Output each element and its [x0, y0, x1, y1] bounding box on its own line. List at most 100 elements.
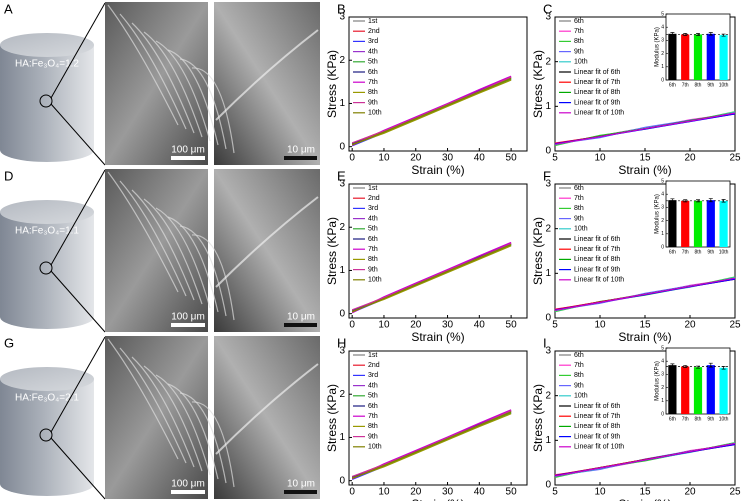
bar: [693, 367, 703, 414]
legend-label: Linear fit of 9th: [574, 266, 620, 273]
legend-label: 5th: [368, 226, 378, 233]
x-tick-label: 5: [552, 487, 558, 498]
x-tick-label: 30: [442, 153, 454, 164]
y-tick-label: 3: [661, 372, 664, 378]
y-tick-label: 0: [661, 244, 664, 250]
panel-label: B: [337, 1, 346, 16]
fiber: [143, 31, 203, 138]
zoom-line: [50, 2, 106, 99]
fiber: [155, 207, 211, 309]
series-line: [351, 411, 512, 480]
legend-label: 3rd: [368, 372, 378, 379]
legend-label: 1st: [368, 18, 377, 25]
y-tick-label: 3: [339, 12, 345, 23]
x-tick-label: 20: [410, 487, 422, 498]
x-tick-label: 0: [349, 320, 355, 331]
x-tick-label: 9th: [707, 82, 714, 88]
cylinder-body: [0, 212, 94, 329]
x-tick-label: 6th: [669, 416, 676, 422]
y-tick-label: 3: [545, 179, 551, 190]
y-tick-label: 0: [339, 475, 345, 486]
series-line: [554, 442, 736, 477]
series-line: [351, 413, 512, 479]
x-axis-label: Strain (%): [618, 163, 671, 177]
panel-label: H: [337, 335, 346, 350]
y-tick-label: 1: [661, 64, 664, 70]
scale-bar: [284, 490, 317, 494]
x-tick-label: 10: [378, 320, 390, 331]
legend-label: 8th: [368, 256, 378, 263]
x-axis-label: Strain (%): [618, 330, 671, 344]
bar: [668, 365, 677, 414]
x-tick-label: 10th: [719, 82, 729, 88]
bar: [719, 367, 728, 414]
legend-label: Linear fit of 7th: [574, 79, 620, 86]
bar: [681, 200, 690, 247]
fiber: [191, 234, 235, 321]
y-tick-label: 1: [339, 98, 345, 109]
error-bar: [683, 365, 688, 368]
fiber: [143, 365, 203, 472]
x-tick-label: 20: [410, 153, 422, 164]
x-axis-label: Strain (%): [411, 497, 464, 501]
cylinder-body: [0, 379, 94, 496]
x-tick-label: 50: [506, 320, 518, 331]
y-axis-label: Stress (KPa): [325, 384, 339, 452]
scale-bar: [171, 490, 205, 494]
fiber: [179, 58, 227, 150]
y-tick-label: 2: [339, 222, 345, 233]
bar: [693, 200, 703, 247]
plot-frame: [348, 183, 528, 319]
zoom-circle: [39, 94, 53, 108]
legend-label: 9th: [574, 48, 584, 55]
series-line: [554, 112, 736, 145]
zoom-line: [50, 270, 106, 333]
scale-bar: [284, 323, 317, 327]
zoom-line: [50, 169, 106, 266]
plot-frame: [348, 350, 528, 486]
legend-label: Linear fit of 10th: [574, 110, 624, 117]
zoom-line: [50, 103, 106, 166]
legend-label: 10th: [574, 393, 588, 400]
x-axis-label: Strain (%): [411, 330, 464, 344]
legend-label: Linear fit of 7th: [574, 413, 620, 420]
x-tick-label: 25: [729, 153, 741, 164]
y-tick-label: 3: [339, 346, 345, 357]
series-line: [351, 243, 512, 313]
x-tick-label: 15: [639, 153, 651, 164]
y-tick-label: 4: [661, 25, 664, 31]
y-tick-label: 1: [339, 432, 345, 443]
y-tick-label: 5: [661, 11, 664, 17]
legend-label: Linear fit of 10th: [574, 277, 624, 284]
fiber: [131, 356, 195, 468]
x-tick-label: 6th: [669, 249, 676, 255]
x-tick-label: 5: [552, 320, 558, 331]
y-axis-label: Modulus (KPa): [655, 27, 661, 67]
series-line: [352, 79, 512, 146]
x-tick-label: 10th: [719, 249, 729, 255]
scale-bar: [171, 156, 205, 160]
ratio-label: HA:Fe₃O₄=1:1: [15, 226, 79, 237]
bar: [668, 33, 677, 80]
y-tick-label: 4: [661, 192, 664, 198]
y-tick-label: 3: [339, 179, 345, 190]
fiber: [167, 49, 219, 146]
legend-label: 6th: [368, 236, 378, 243]
legend-label: 4th: [368, 48, 378, 55]
y-tick-label: 1: [661, 231, 664, 237]
legend-label: 2nd: [368, 28, 380, 35]
fiber: [131, 22, 195, 134]
legend-label: 7th: [368, 246, 378, 253]
x-tick-label: 40: [474, 320, 486, 331]
legend-label: 9th: [368, 266, 378, 273]
x-tick-label: 6th: [669, 82, 676, 88]
fiber: [107, 4, 179, 126]
x-tick-label: 30: [442, 320, 454, 331]
x-tick-label: 10: [378, 487, 390, 498]
bar: [706, 365, 715, 414]
scale-label: 100 μm: [171, 479, 205, 490]
legend-label: 3rd: [368, 38, 378, 45]
series-line: [351, 245, 512, 313]
legend-label: 6th: [368, 69, 378, 76]
